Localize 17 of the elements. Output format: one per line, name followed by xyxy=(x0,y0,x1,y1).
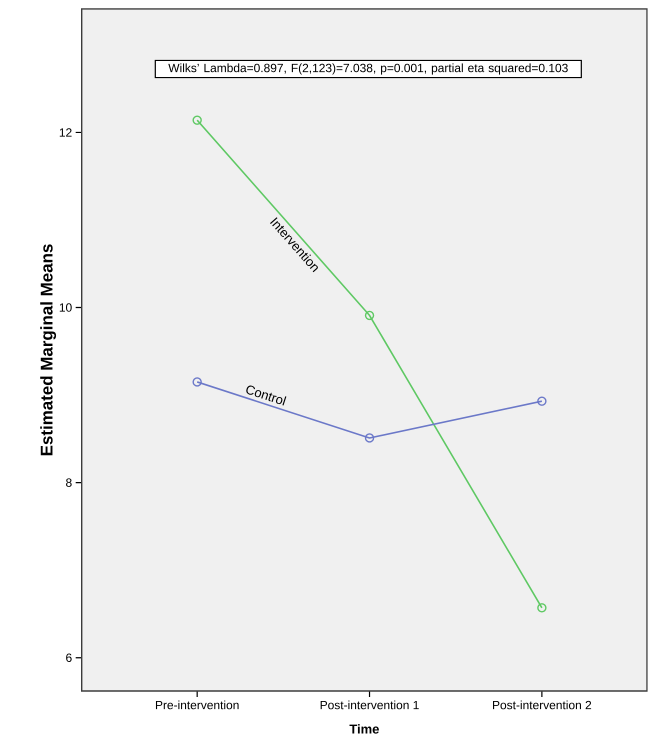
point xyxy=(364,310,374,320)
point xyxy=(537,603,547,613)
x-tick-label: Post-intervention 2 xyxy=(493,700,592,710)
annotation: Wilks’ Lambda=0.897, F(2,123)=7.038, p=0.001, partial eta squared=0.103 xyxy=(168,63,568,75)
y-tick-label: 10 xyxy=(60,303,72,312)
y-tick-label: 12 xyxy=(60,128,72,137)
point xyxy=(192,377,202,387)
y-axis-title: Estimated Marginal Means xyxy=(40,244,56,456)
point xyxy=(364,433,374,443)
x-tick-label: Post-intervention 1 xyxy=(320,700,419,710)
text: Control xyxy=(246,386,287,406)
y-tick-label: 8 xyxy=(66,478,72,487)
x-tick-label: Pre-intervention xyxy=(156,700,239,710)
point xyxy=(192,115,202,125)
x-axis-title: Time xyxy=(350,724,380,734)
point xyxy=(537,396,547,406)
y-tick-label: 6 xyxy=(66,654,72,662)
